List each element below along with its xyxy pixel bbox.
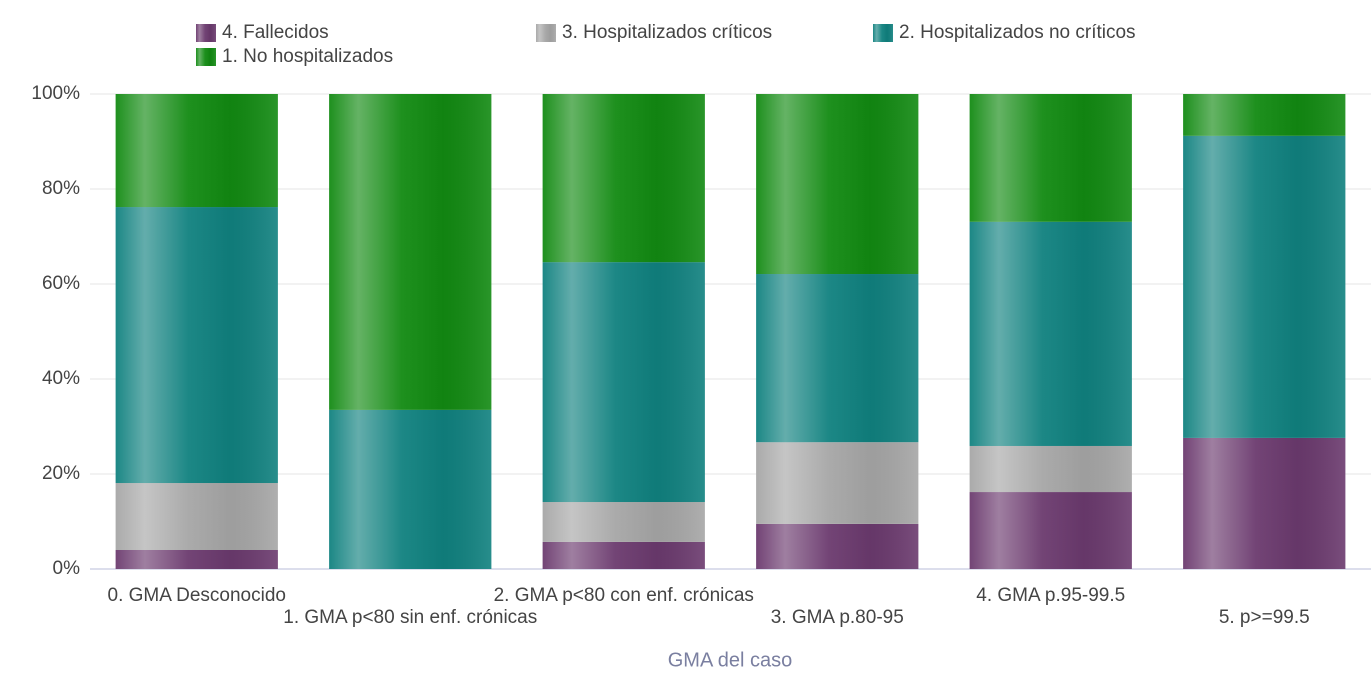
legend-shine (873, 24, 893, 42)
bar-shine (756, 442, 919, 524)
legend-shine (536, 24, 556, 42)
bar-shine (542, 502, 705, 542)
bar-shine (542, 262, 705, 503)
y-tick-label: 100% (31, 83, 80, 104)
bar-shine (329, 94, 492, 410)
x-tick-label: 3. GMA p.80-95 (771, 607, 904, 628)
bar-shine (329, 409, 492, 569)
bar-shine (1183, 437, 1346, 569)
legend-label: 4. Fallecidos (222, 22, 329, 43)
x-tick-label: 1. GMA p<80 sin enf. crónicas (283, 607, 537, 628)
bar-shine (1183, 135, 1346, 438)
x-tick-label: 2. GMA p<80 con enf. crónicas (494, 585, 754, 606)
legend-label: 1. No hospitalizados (222, 46, 393, 67)
x-tick-label: 0. GMA Desconocido (108, 585, 286, 606)
bar-shine (756, 523, 919, 569)
y-tick-label: 20% (42, 463, 80, 484)
y-tick-label: 40% (42, 368, 80, 389)
bar-shine (542, 541, 705, 569)
y-tick-label: 60% (42, 273, 80, 294)
bar-shine (969, 94, 1132, 222)
legend-label: 2. Hospitalizados no críticos (899, 22, 1136, 43)
bar-shine (542, 94, 705, 263)
bar-shine (115, 94, 278, 208)
bar-shine (969, 445, 1132, 493)
x-tick-label: 5. p>=99.5 (1219, 607, 1310, 628)
bar-shine (115, 483, 278, 550)
bar-shine (1183, 94, 1346, 136)
x-tick-label: 4. GMA p.95-99.5 (976, 585, 1125, 606)
x-axis-title: GMA del caso (668, 649, 793, 671)
legend-shine (196, 48, 216, 66)
y-tick-label: 80% (42, 178, 80, 199)
bar-shine (756, 274, 919, 443)
legend-shine (196, 24, 216, 42)
bar-shine (115, 207, 278, 484)
bar-shine (115, 550, 278, 569)
bar-shine (969, 492, 1132, 569)
legend-label: 3. Hospitalizados críticos (562, 22, 772, 43)
y-tick-label: 0% (53, 558, 81, 579)
bar-shine (756, 94, 919, 275)
bar-shine (969, 221, 1132, 446)
